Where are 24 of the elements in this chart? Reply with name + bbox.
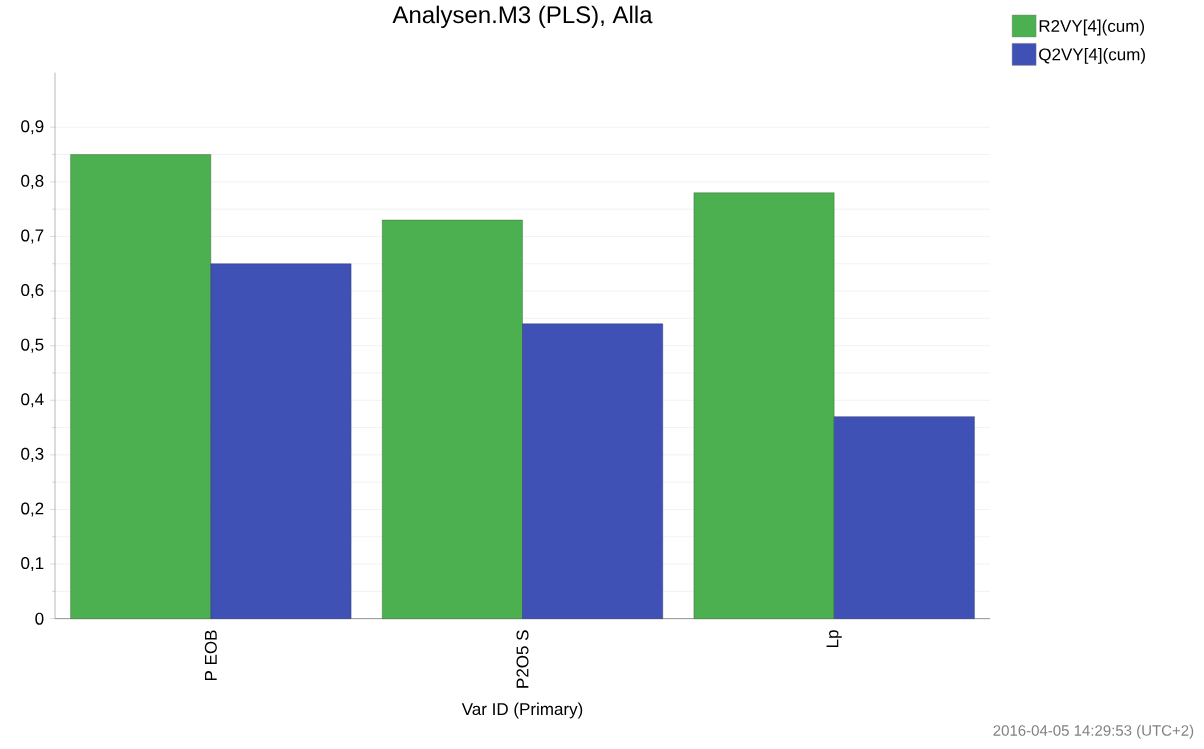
bar xyxy=(210,263,352,620)
y-tick-label: 0,6 xyxy=(21,284,44,299)
y-tick-label: 0,2 xyxy=(21,502,44,517)
y-tick-label: 0,9 xyxy=(21,120,44,135)
y-tick-label: 0,8 xyxy=(21,175,44,190)
bar xyxy=(70,154,212,620)
bar xyxy=(693,192,835,620)
x-tick-label: P2O5 S xyxy=(516,630,529,688)
x-tick-label: Lp xyxy=(826,630,842,648)
bar xyxy=(522,323,663,620)
y-tick-label: 0,7 xyxy=(21,229,44,244)
bar xyxy=(382,220,523,620)
text: 2016-04-05 14:29:53 (UTC+2) xyxy=(993,724,1194,739)
y-tick-label: 0,4 xyxy=(21,393,44,408)
y-tick-label: 0,5 xyxy=(21,338,44,353)
x-axis-title: Var ID (Primary) xyxy=(461,702,583,719)
legend-label: Q2VY[4](cum) xyxy=(1039,48,1145,64)
legend-label: R2VY[4](cum) xyxy=(1039,19,1145,36)
chart-title: Analysen.M3 (PLS), Alla xyxy=(392,5,653,29)
y-tick-label: 0,1 xyxy=(21,557,44,572)
y-tick-label: 0,3 xyxy=(21,448,44,463)
y-tick-label: 0 xyxy=(35,612,44,625)
x-tick-label: P EOB xyxy=(204,630,217,681)
bar xyxy=(833,416,975,620)
